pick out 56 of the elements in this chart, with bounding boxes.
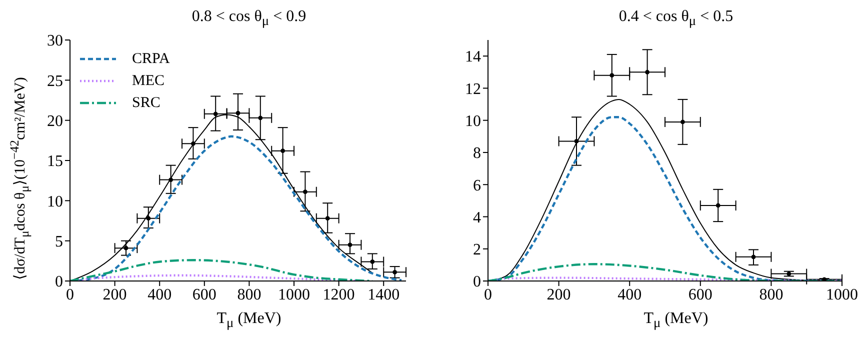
y-tick-label: 14 [465, 48, 481, 66]
point [325, 216, 330, 221]
y-tick-label: 20 [47, 113, 63, 130]
x-tick-label: 200 [546, 286, 571, 304]
point [610, 73, 614, 78]
x-tick-label: 0 [66, 286, 74, 304]
x-tick-label: 400 [148, 286, 172, 304]
point [236, 110, 240, 116]
x-tick-label: 0 [484, 286, 492, 304]
x-tick-label: 400 [618, 286, 642, 304]
x-axis-title: T$_{μ}$ (MeV) [216, 310, 282, 330]
line-series [70, 259, 374, 281]
y-tick-label: 2 [473, 242, 481, 259]
x-tick-label: 1000 [826, 286, 858, 304]
x-tick-label: 1200 [322, 286, 355, 304]
x-tick-label: 600 [192, 286, 216, 304]
y-tick-label: 15 [47, 153, 63, 170]
y-tick-label: 4 [473, 209, 481, 226]
chart-title: 0.4 < cos θ$_{μ}$ < 0.5 [618, 8, 734, 28]
x-tick-label: 600 [688, 286, 712, 304]
point [645, 70, 650, 74]
legend-label: SRC [132, 94, 160, 112]
point [146, 216, 151, 221]
point [280, 148, 285, 154]
point [680, 120, 685, 124]
x-tick-label: 800 [759, 286, 784, 304]
point [574, 139, 579, 144]
point [751, 254, 756, 260]
point [348, 242, 352, 248]
y-tick-label: 6 [473, 177, 481, 194]
legend-label: CRPA [132, 50, 170, 68]
x-tick-label: 200 [102, 286, 127, 304]
y-tick-label: 0 [55, 274, 63, 291]
point [716, 203, 720, 208]
x-tick-label: 800 [237, 286, 262, 304]
point [370, 260, 375, 264]
y-tick-label: 8 [473, 145, 481, 162]
legend-label: MEC [132, 72, 165, 90]
y-tick-label: 10 [47, 193, 63, 210]
point [392, 270, 397, 274]
y-tick-label: 25 [47, 72, 63, 90]
point [303, 190, 308, 194]
point [213, 112, 218, 116]
y-tick-label: 12 [465, 80, 481, 98]
y-tick-label: 5 [55, 234, 63, 251]
x-tick-label: 1400 [368, 286, 400, 304]
x-axis-title: T$_{μ}$ (MeV) [644, 310, 708, 330]
x-tick-label: 1000 [278, 286, 310, 304]
chart-title: 0.8 < cos θ$_{μ}$ < 0.9 [192, 8, 306, 28]
point [258, 116, 263, 120]
point [168, 178, 173, 182]
y-tick-label: 30 [47, 32, 63, 50]
point [124, 246, 128, 250]
y-tick-label: 10 [465, 113, 481, 130]
y-tick-label: 0 [473, 274, 481, 291]
point [191, 141, 196, 146]
